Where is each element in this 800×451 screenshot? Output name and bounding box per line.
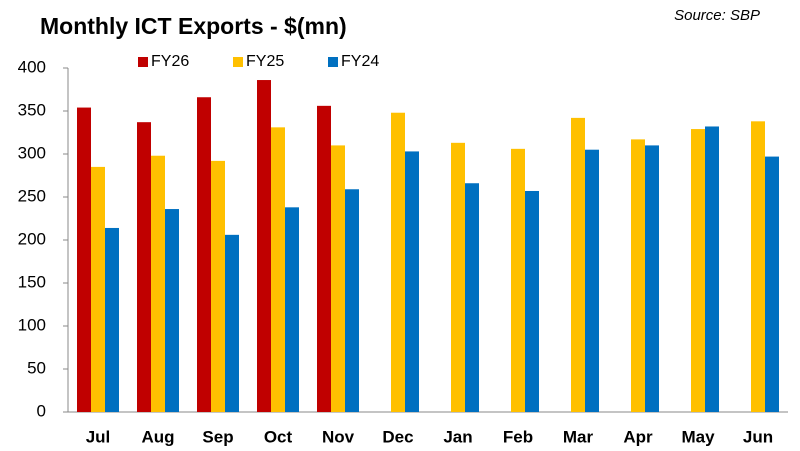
bar xyxy=(525,190,539,412)
bar xyxy=(197,97,211,413)
legend-label: FY26 xyxy=(151,53,189,70)
bar xyxy=(585,149,599,412)
bar xyxy=(465,183,479,412)
y-tick-label: 300 xyxy=(18,143,46,162)
x-tick-label: Oct xyxy=(264,427,293,446)
y-tick-label: 250 xyxy=(18,186,46,205)
x-tick-label: Apr xyxy=(623,427,653,446)
bar xyxy=(645,145,659,412)
bar xyxy=(317,105,331,412)
bar xyxy=(451,142,465,412)
bar xyxy=(271,127,285,412)
bar xyxy=(751,121,765,412)
bar xyxy=(511,148,525,412)
bar xyxy=(257,80,271,412)
y-tick-label: 200 xyxy=(18,229,46,248)
bar xyxy=(285,207,299,412)
bar xyxy=(391,112,405,412)
x-tick-label: Jul xyxy=(86,427,111,446)
chart-title: Monthly ICT Exports - $(mn) xyxy=(40,13,347,39)
y-tick-label: 150 xyxy=(18,272,46,291)
x-tick-label: Dec xyxy=(382,427,413,446)
x-tick-label: Nov xyxy=(322,427,355,446)
bar xyxy=(705,126,719,412)
x-tick-label: Mar xyxy=(563,427,594,446)
bar xyxy=(345,189,359,412)
y-tick-label: 0 xyxy=(37,401,46,420)
y-tick-label: 400 xyxy=(18,57,46,76)
x-tick-label: Jun xyxy=(743,427,773,446)
legend-swatch xyxy=(328,57,338,67)
bar xyxy=(105,227,119,412)
y-tick-label: 350 xyxy=(18,100,46,119)
bar xyxy=(165,209,179,412)
x-tick-label: May xyxy=(681,427,715,446)
bar xyxy=(91,166,105,412)
legend-label: FY25 xyxy=(246,53,284,70)
bar xyxy=(225,234,239,412)
bar xyxy=(691,129,705,412)
bar xyxy=(571,117,585,412)
y-tick-label: 50 xyxy=(27,358,46,377)
legend-swatch xyxy=(138,57,148,67)
bar xyxy=(631,139,645,412)
bar xyxy=(137,122,151,413)
bar xyxy=(765,156,779,412)
x-tick-label: Sep xyxy=(202,427,233,446)
bar xyxy=(331,145,345,412)
source-note: Source: SBP xyxy=(674,7,760,24)
bar xyxy=(211,160,225,412)
legend-swatch xyxy=(233,57,243,67)
y-tick-label: 100 xyxy=(18,315,46,334)
bar xyxy=(77,107,91,412)
bar xyxy=(151,155,165,412)
x-tick-label: Aug xyxy=(141,427,174,446)
x-tick-label: Jan xyxy=(443,427,472,446)
legend-label: FY24 xyxy=(341,53,379,70)
x-tick-label: Feb xyxy=(503,427,533,446)
bar xyxy=(405,151,419,413)
